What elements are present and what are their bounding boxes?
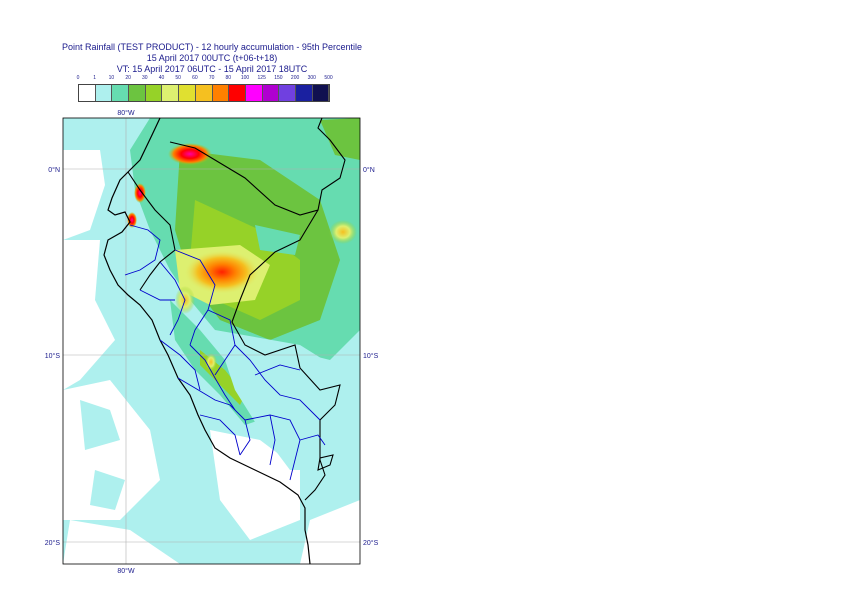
legend-label: 60 <box>192 75 198 81</box>
title-line-3: VT: 15 April 2017 06UTC - 15 April 2017 … <box>116 64 308 74</box>
map-frame <box>62 117 361 565</box>
graticule <box>63 118 360 564</box>
legend-swatch <box>229 85 246 101</box>
dry-area <box>63 150 105 240</box>
legend-label: 500 <box>324 75 333 81</box>
legend-label: 0 <box>76 75 80 81</box>
lat-label-10-right: 10°S <box>363 352 379 360</box>
legend-label: 125 <box>257 75 266 81</box>
lon-label-bottom: 80°W <box>117 567 135 575</box>
legend-swatch <box>312 85 330 101</box>
legend-label: 30 <box>142 75 148 81</box>
legend-swatch <box>179 85 196 101</box>
legend-label: 200 <box>290 75 300 81</box>
regional-borders <box>124 224 326 481</box>
rain-1-10 <box>215 330 345 470</box>
legend-label: 40 <box>158 75 165 81</box>
legend-label: 10 <box>108 75 115 81</box>
legend-swatch <box>212 85 230 101</box>
legend-swatch <box>145 85 163 101</box>
lat-label-20-left: 20°S <box>45 539 61 547</box>
rain-max-area <box>184 250 260 294</box>
rain-cell-east <box>329 220 357 244</box>
ocean-streak <box>80 400 120 450</box>
legend-swatch <box>95 85 113 101</box>
legend-label: 50 <box>175 75 181 81</box>
map-field <box>63 118 360 564</box>
legend-label: 70 <box>208 75 215 81</box>
legend-label: 100 <box>240 75 250 81</box>
legend-swatch <box>162 85 180 101</box>
rain-cell <box>134 183 146 203</box>
rain-10-20 <box>255 225 300 255</box>
legend-label: 150 <box>274 75 283 81</box>
legend-label: 1 <box>93 75 97 81</box>
legend-swatch <box>245 85 263 101</box>
rain-20-30 <box>320 118 360 160</box>
ocean-streak <box>90 470 125 510</box>
legend-swatch <box>262 85 280 101</box>
national-borders <box>127 117 346 501</box>
legend-swatch <box>295 85 313 101</box>
title-line-1: Point Rainfall (TEST PRODUCT) - 12 hourl… <box>62 42 362 52</box>
legend-swatch <box>129 85 146 101</box>
legend-label: 300 <box>307 75 316 81</box>
lat-label-0-right: 0°N <box>363 166 375 174</box>
legend-swatch <box>112 85 130 101</box>
legend-labels: 0 1 10 20 30 40 50 60 70 80 100 125 150 200 300 500 <box>0 75 842 85</box>
legend-label: 20 <box>125 75 131 81</box>
legend-label: 80 <box>225 75 232 81</box>
legend-colorbar <box>78 84 331 102</box>
lon-label-top: 80°W <box>117 109 135 117</box>
rain-cell <box>127 212 137 228</box>
lat-label-20-right: 20°S <box>363 539 379 547</box>
lat-label-10-left: 10°S <box>45 352 61 360</box>
rain-max-north <box>168 143 212 165</box>
lat-label-0-left: 0°N <box>48 166 60 174</box>
rain-cell <box>205 353 217 371</box>
legend-swatch <box>279 85 296 101</box>
dry-area <box>63 240 115 390</box>
dry-area <box>210 430 300 540</box>
legend-swatch <box>195 85 213 101</box>
coastline <box>103 117 311 565</box>
legend-swatch <box>79 85 96 101</box>
dry-area <box>300 500 360 564</box>
title-line-2: 15 April 2017 00UTC (t+06-t+18) <box>146 53 278 63</box>
